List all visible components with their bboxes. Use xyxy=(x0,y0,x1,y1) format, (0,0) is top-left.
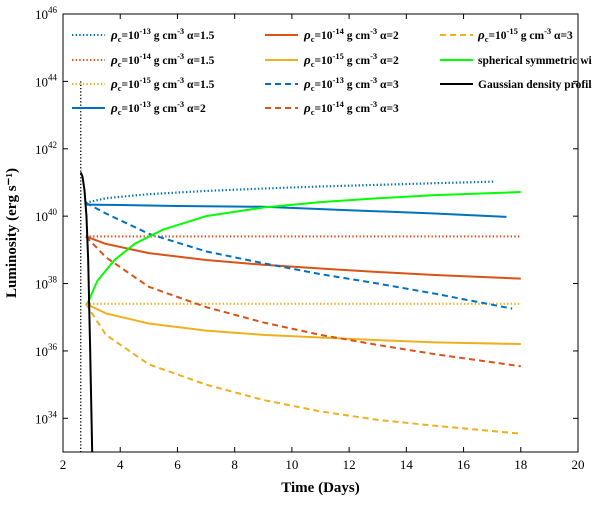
series-line-5 xyxy=(85,302,521,346)
legend-label-8: ρc=10-15 g cm-3 α=3 xyxy=(477,26,573,44)
legend-label-3: ρc=10-13 g cm-3 α=2 xyxy=(110,99,206,117)
y-tick-label-3: 1040 xyxy=(35,207,58,224)
x-tick-label-9: 20 xyxy=(572,457,585,472)
x-tick-label-3: 8 xyxy=(231,457,238,472)
series-line-8 xyxy=(85,303,521,435)
x-tick-label-5: 12 xyxy=(343,457,356,472)
legend-label-5: ρc=10-15 g cm-3 α=2 xyxy=(303,51,399,69)
series-line-4 xyxy=(85,235,521,280)
x-tick-label-8: 18 xyxy=(514,457,527,472)
series-line-7 xyxy=(85,235,521,368)
ticks-layer: 2 4 6 8 10 12 14 16 18 20 1034 1036 1038 1040 1042 1044… xyxy=(35,5,585,472)
x-tick-label-2: 6 xyxy=(174,457,181,472)
y-tick-label-1: 1036 xyxy=(35,342,58,359)
series-line-0 xyxy=(85,180,496,204)
x-tick-label-4: 10 xyxy=(285,457,298,472)
y-tick-label-5: 1044 xyxy=(35,72,58,89)
legend: ρc=10-13 g cm-3 α=1.5 ρc=10-14 g cm-3 α=1… xyxy=(72,26,592,117)
y-tick-label-0: 1034 xyxy=(35,409,58,426)
y-tick-label-6: 1046 xyxy=(35,5,58,22)
legend-label-7: ρc=10-14 g cm-3 α=3 xyxy=(303,99,399,117)
series-line-10 xyxy=(79,171,94,452)
series-line-3 xyxy=(85,203,507,218)
y-tick-label-2: 1038 xyxy=(35,275,58,292)
x-tick-label-6: 14 xyxy=(400,457,414,472)
series-line-9 xyxy=(86,191,521,305)
series-layer xyxy=(79,81,521,452)
legend-label-1: ρc=10-14 g cm-3 α=1.5 xyxy=(110,51,215,69)
x-axis-title: Time (Days) xyxy=(281,480,359,496)
x-tick-label-7: 16 xyxy=(457,457,471,472)
plot-area-frame xyxy=(62,13,579,453)
y-axis-title: Luminosity (erg s⁻¹) xyxy=(4,168,20,298)
x-tick-label-0: 2 xyxy=(60,457,67,472)
legend-label-2: ρc=10-15 g cm-3 α=1.5 xyxy=(110,75,215,93)
y-tick-label-4: 1042 xyxy=(35,140,57,157)
series-line-6 xyxy=(85,201,513,310)
legend-label-10: Gaussian density profile xyxy=(478,79,592,91)
legend-label-0: ρc=10-13 g cm-3 α=1.5 xyxy=(110,26,215,44)
x-tick-label-1: 4 xyxy=(117,457,124,472)
legend-label-4: ρc=10-14 g cm-3 α=2 xyxy=(303,26,399,44)
legend-label-6: ρc=10-13 g cm-3 α=3 xyxy=(303,75,399,93)
legend-label-9: spherical symmetric wind xyxy=(478,55,592,67)
